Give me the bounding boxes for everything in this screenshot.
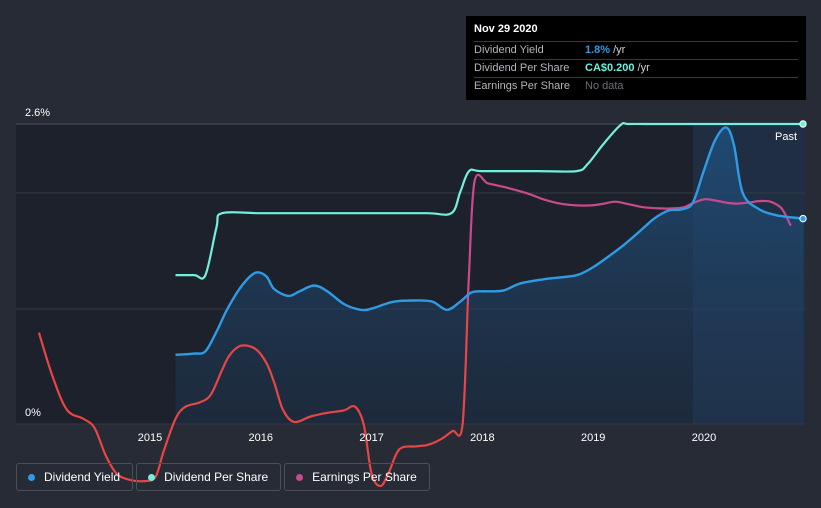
- tooltip-date: Nov 29 2020: [474, 23, 538, 35]
- x-tick-label: 2015: [138, 432, 162, 444]
- dividend-per-share-line: [175, 122, 804, 280]
- legend-label: Earnings Per Share: [312, 470, 417, 484]
- dividend-per-share-end-marker: [799, 120, 807, 128]
- tooltip-row-dividend-per-share: Dividend Per Share CA$0.200 /yr: [474, 59, 798, 77]
- tooltip-row-earnings-per-share: Earnings Per Share No data: [474, 77, 798, 95]
- earnings-per-share-line: [466, 173, 792, 305]
- x-axis-ticks: 2015 2016 2017 2018 2019 2020: [138, 432, 716, 444]
- x-tick-label: 2019: [581, 432, 605, 444]
- legend-item-dividend-per-share[interactable]: Dividend Per Share: [136, 463, 282, 491]
- legend-label: Dividend Yield: [44, 470, 121, 484]
- earnings-per-share-line: [38, 301, 469, 488]
- tooltip-row-label: Dividend Per Share: [474, 62, 570, 74]
- past-label: Past: [775, 131, 797, 143]
- x-tick-label: 2016: [249, 432, 273, 444]
- tooltip-row-label: Dividend Yield: [474, 44, 544, 56]
- x-tick-label: 2018: [470, 432, 494, 444]
- tooltip-row-value: 1.8%: [585, 44, 611, 56]
- x-tick-label: 2017: [359, 432, 383, 444]
- x-tick-label: 2020: [692, 432, 716, 444]
- tooltip-row-unit: /yr: [613, 44, 626, 56]
- legend-dot-icon: [148, 473, 156, 481]
- legend-item-dividend-yield[interactable]: Dividend Yield: [16, 463, 134, 491]
- series-layer: [38, 122, 804, 488]
- dividend-yield-area: [175, 127, 804, 424]
- dividend-yield-end-marker: [799, 214, 807, 223]
- legend-dot-icon: [28, 473, 35, 481]
- end-markers: [799, 120, 807, 223]
- tooltip-row-label: Earnings Per Share: [474, 80, 570, 92]
- y-axis-label-bottom: 0%: [25, 407, 41, 419]
- legend: Dividend Yield Dividend Per Share Earnin…: [16, 463, 430, 491]
- tooltip-row-value: No data: [585, 80, 624, 92]
- tooltip: Nov 29 2020 Dividend Yield 1.8% /yr Divi…: [466, 16, 806, 100]
- tooltip-row-dividend-yield: Dividend Yield 1.8% /yr: [474, 41, 798, 59]
- tooltip-row-value: CA$0.200: [585, 62, 635, 74]
- tooltip-row-unit: /yr: [637, 62, 650, 74]
- legend-dot-icon: [296, 473, 304, 481]
- y-axis-label-top: 2.6%: [25, 107, 50, 119]
- legend-item-earnings-per-share[interactable]: Earnings Per Share: [284, 463, 430, 491]
- legend-label: Dividend Per Share: [164, 470, 269, 484]
- dividend-yield-line: [175, 126, 804, 356]
